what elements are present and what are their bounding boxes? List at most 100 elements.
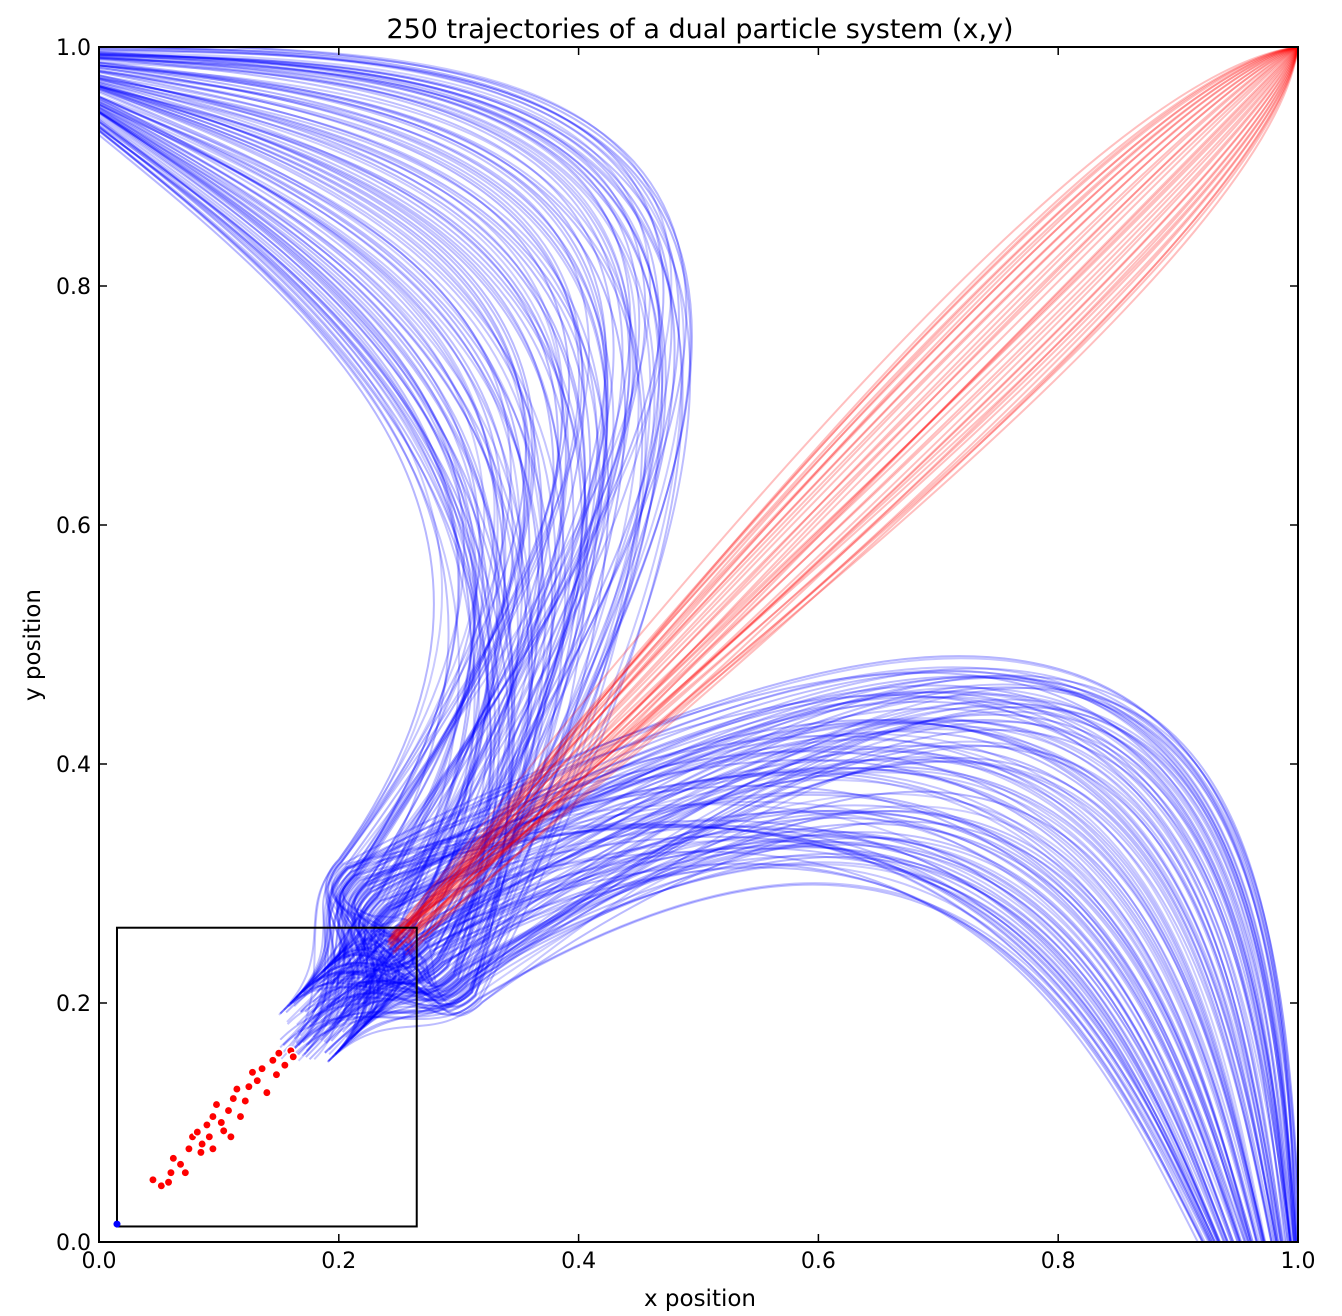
red-trajectory xyxy=(394,47,1298,954)
blue-trajectory-bottom xyxy=(328,744,1282,1242)
red-trajectory xyxy=(388,47,1298,940)
blue-trajectory-top xyxy=(99,62,606,1007)
blue-trajectory-bottom xyxy=(347,834,1229,1242)
blue-trajectory-bottom xyxy=(331,675,1298,1242)
blue-trajectory-bottom xyxy=(301,701,1296,1242)
blue-trajectory-top xyxy=(99,73,587,972)
blue-trajectory-bottom xyxy=(359,766,1258,1242)
blue-trajectory-top xyxy=(99,53,664,1005)
blue-trajectory-bottom xyxy=(279,707,1284,1242)
blue-trajectory-top xyxy=(99,85,536,967)
blue-trajectory-bottom xyxy=(345,730,1278,1242)
blue-trajectory-bottom xyxy=(305,747,1266,1242)
blue-trajectory-top xyxy=(99,64,647,1026)
blue-trajectory-bottom xyxy=(291,823,1220,1242)
blue-trajectory-bottom xyxy=(339,834,1228,1242)
red-end-point xyxy=(240,1096,251,1106)
blue-trajectory-bottom xyxy=(300,706,1296,1242)
blue-trajectory-top xyxy=(99,68,586,1034)
blue-trajectory-top xyxy=(99,64,627,1054)
blue-trajectory-bottom xyxy=(385,758,1265,1242)
blue-trajectory-top xyxy=(99,47,685,1038)
blue-trajectory-top xyxy=(99,129,450,1047)
blue-trajectory-bottom xyxy=(372,779,1254,1242)
blue-trajectory-bottom xyxy=(352,800,1235,1242)
blue-trajectory-bottom xyxy=(370,676,1297,1242)
blue-trajectory-bottom xyxy=(289,759,1273,1242)
blue-trajectory-top xyxy=(99,96,554,999)
blue-trajectory-bottom xyxy=(350,705,1292,1242)
red-trajectory xyxy=(388,47,1298,950)
blue-trajectory-top xyxy=(99,74,564,984)
blue-trajectory-top xyxy=(99,77,586,1014)
blue-trajectory-bottom xyxy=(383,703,1292,1242)
blue-trajectory-bottom xyxy=(317,728,1292,1242)
blue-trajectory-top xyxy=(99,83,563,1003)
red-end-point xyxy=(165,1167,176,1178)
red-trajectory xyxy=(394,47,1298,933)
red-end-point xyxy=(243,1081,254,1092)
red-end-point xyxy=(247,1067,258,1078)
red-end-point xyxy=(223,1105,234,1116)
blue-trajectory-top xyxy=(99,101,546,998)
red-end-point xyxy=(175,1159,186,1170)
blue-trajectory-bottom xyxy=(358,822,1246,1242)
red-trajectory xyxy=(389,47,1298,936)
blue-trajectory-top xyxy=(99,115,490,972)
blue-trajectory-bottom xyxy=(336,810,1252,1242)
blue-trajectory-bottom xyxy=(278,721,1282,1242)
blue-trajectory-bottom xyxy=(314,830,1229,1242)
blue-trajectory-bottom xyxy=(296,750,1265,1242)
blue-trajectory-bottom xyxy=(307,667,1295,1242)
blue-trajectory-top xyxy=(99,117,461,1043)
blue-trajectory-bottom xyxy=(319,855,1216,1242)
blue-trajectory-bottom xyxy=(330,826,1212,1242)
blue-trajectory-top xyxy=(99,126,501,992)
blue-trajectory-top xyxy=(99,70,591,1025)
red-trajectory xyxy=(387,47,1298,941)
blue-trajectory-bottom xyxy=(333,811,1247,1242)
blue-trajectory-top xyxy=(99,95,540,1052)
blue-trajectory-top xyxy=(99,78,587,1025)
blue-trajectory-top xyxy=(99,111,466,1060)
blue-trajectory-bottom xyxy=(362,760,1273,1242)
blue-trajectory-bottom xyxy=(326,698,1298,1242)
blue-trajectory-bottom xyxy=(289,734,1265,1242)
blue-trajectory-top xyxy=(99,80,583,1008)
x-tick-label: 0.4 xyxy=(561,1249,596,1274)
red-trajectory xyxy=(404,47,1298,952)
blue-trajectory-top xyxy=(99,97,499,992)
blue-trajectory-bottom xyxy=(324,720,1278,1242)
blue-trajectory-bottom xyxy=(309,773,1250,1242)
blue-trajectory-top xyxy=(99,121,511,1009)
blue-trajectory-top xyxy=(99,126,489,975)
blue-trajectory-top xyxy=(99,106,533,993)
red-trajectory xyxy=(407,47,1298,938)
blue-trajectory-top xyxy=(99,127,472,990)
red-trajectory xyxy=(395,47,1298,950)
blue-trajectory-bottom xyxy=(292,839,1221,1242)
y-tick-label: 0.0 xyxy=(56,1231,91,1256)
blue-trajectory-top xyxy=(99,109,478,1023)
blue-trajectory-top xyxy=(99,52,661,968)
blue-trajectory-top xyxy=(99,49,692,1013)
blue-trajectory-bottom xyxy=(340,670,1296,1242)
red-trajectory xyxy=(401,47,1298,934)
blue-trajectory-top xyxy=(99,56,652,1007)
blue-trajectory-bottom xyxy=(359,805,1252,1242)
blue-trajectory-top xyxy=(99,52,662,1023)
blue-trajectory-bottom xyxy=(373,791,1243,1242)
blue-trajectory-bottom xyxy=(334,669,1295,1242)
blue-trajectory-top xyxy=(99,65,609,973)
blue-trajectory-bottom xyxy=(350,835,1217,1242)
blue-trajectory-top xyxy=(99,98,512,1015)
blue-trajectory-bottom xyxy=(295,671,1294,1242)
blue-trajectory-bottom xyxy=(351,738,1266,1242)
red-end-point xyxy=(225,1131,236,1142)
blue-trajectory-top xyxy=(99,88,528,990)
blue-trajectory-top xyxy=(99,56,656,994)
blue-trajectory-top xyxy=(99,111,491,1052)
blue-trajectory-bottom xyxy=(323,825,1213,1242)
blue-trajectory-top xyxy=(99,106,501,1038)
